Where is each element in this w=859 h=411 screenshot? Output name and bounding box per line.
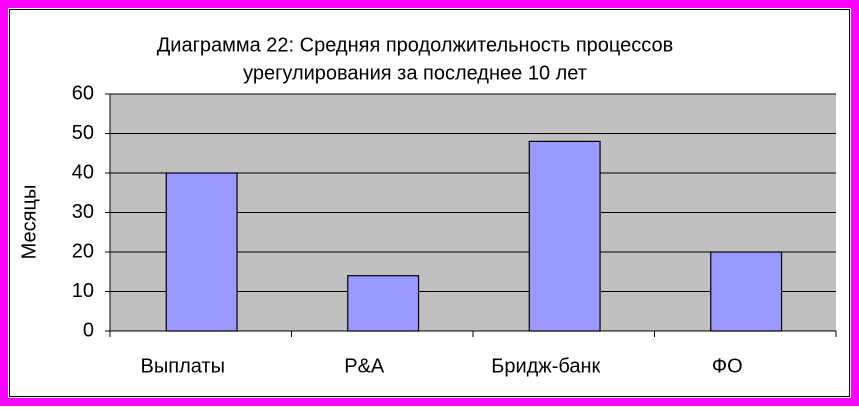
inner-frame	[9, 9, 850, 397]
x-tick-label: ФО	[712, 355, 743, 377]
x-tick-label: Выплаты	[141, 355, 225, 377]
y-tick-label: 10	[72, 280, 94, 302]
chart-title: урегулирования за последнее 10 лет	[243, 62, 587, 84]
y-tick-label: 20	[72, 240, 94, 262]
y-tick-label: 40	[72, 161, 94, 183]
bar	[165, 172, 238, 332]
chart-title: Диаграмма 22: Средняя продолжительность …	[157, 34, 674, 56]
y-tick-label: 60	[72, 82, 94, 104]
x-tick-label: P&A	[344, 355, 385, 377]
y-axis-label: Месяцы	[18, 185, 40, 260]
y-tick-label: 30	[72, 201, 94, 223]
y-tick-label: 50	[72, 122, 94, 144]
y-tick-label: 0	[83, 319, 94, 341]
bar	[347, 275, 420, 332]
x-tick-label: Бридж-банк	[491, 355, 600, 377]
bar	[710, 251, 783, 332]
bar	[528, 140, 601, 332]
